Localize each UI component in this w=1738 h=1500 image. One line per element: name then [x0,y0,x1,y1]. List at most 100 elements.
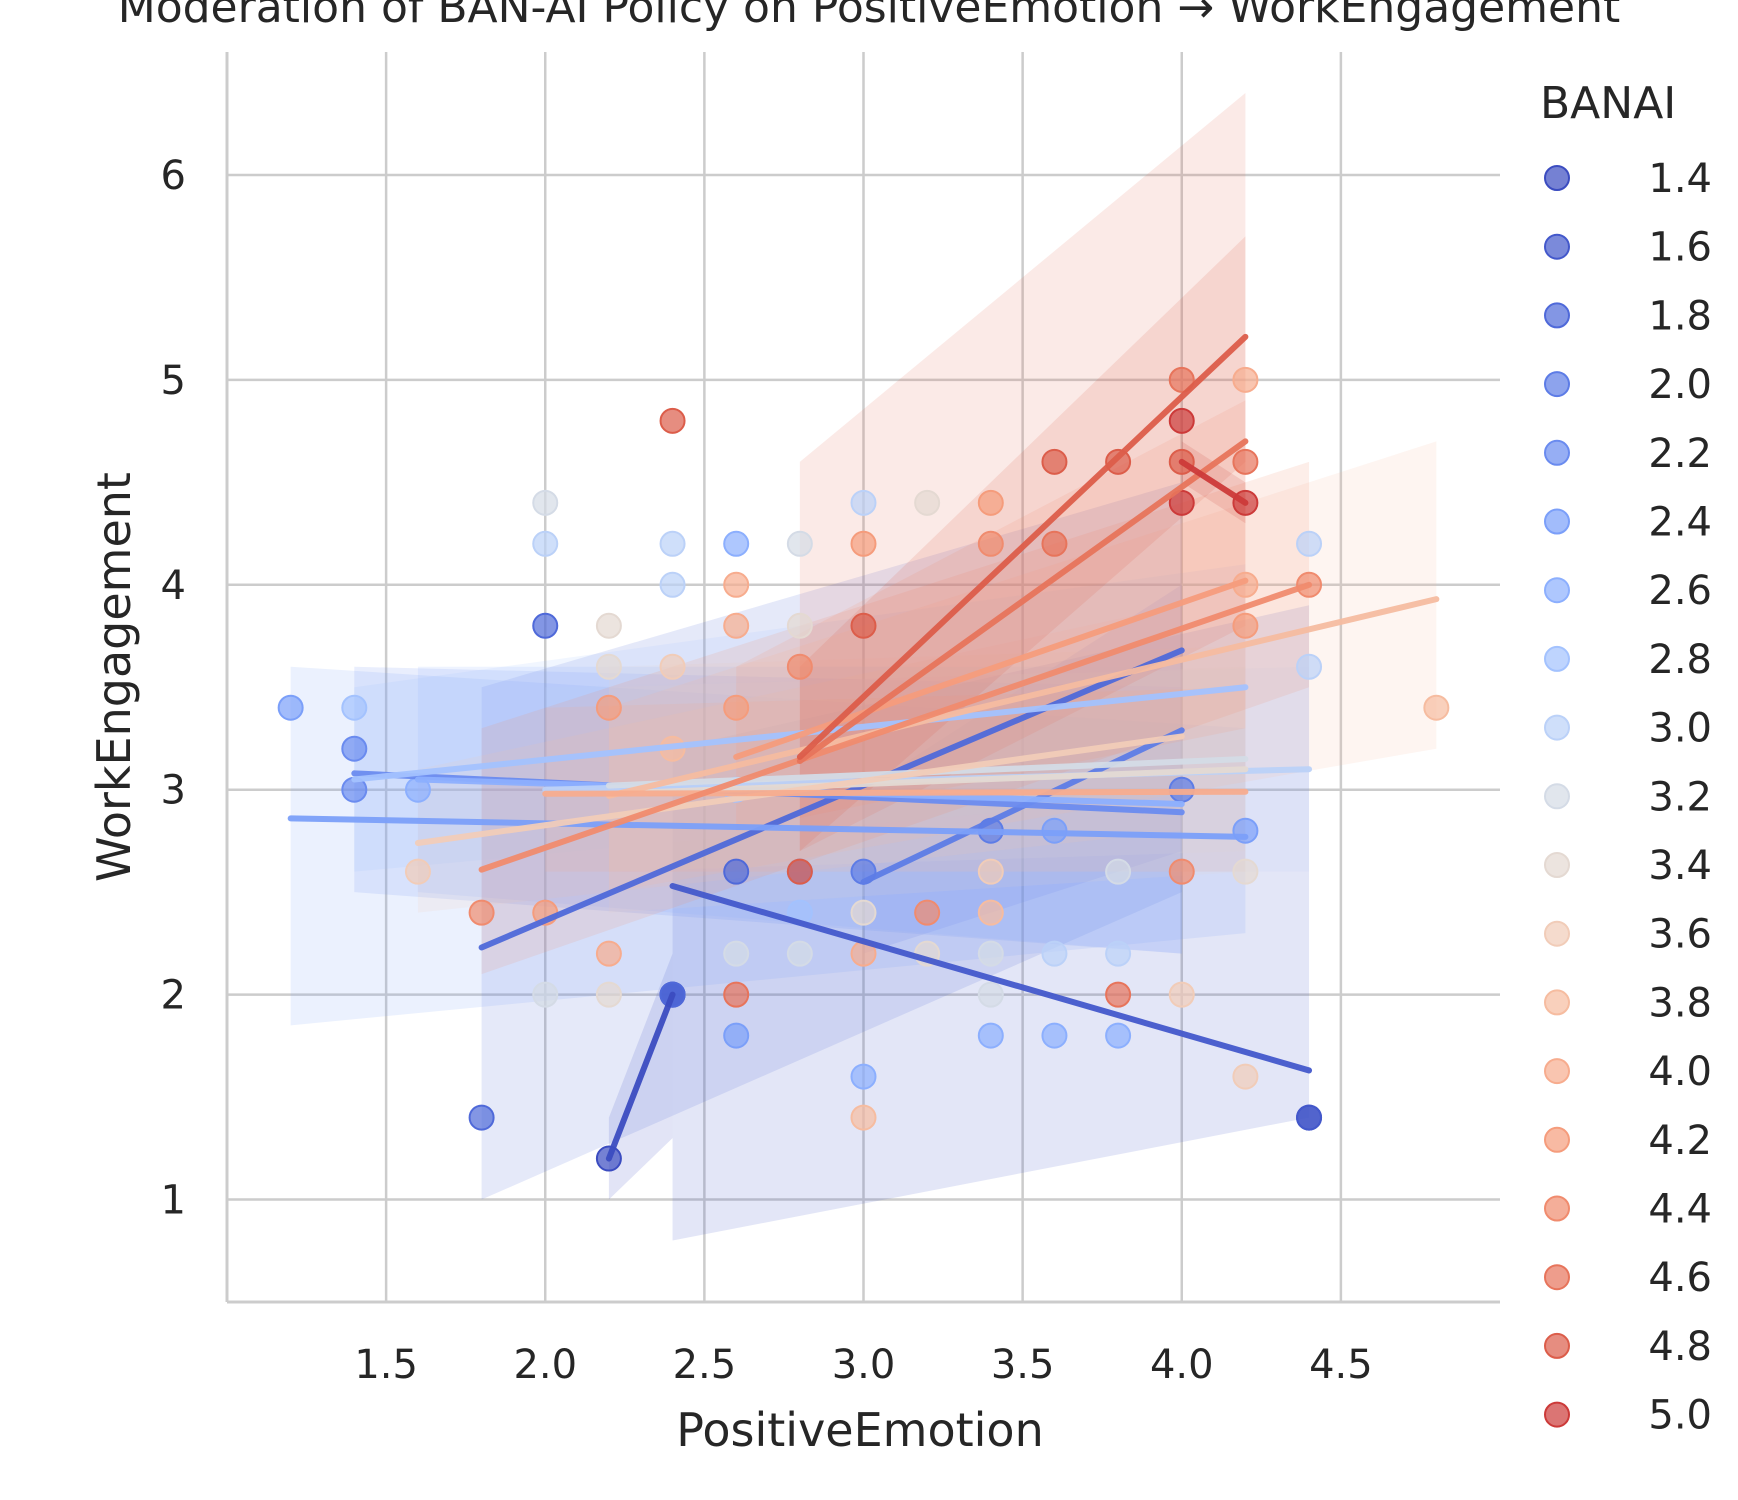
data-point-4.2 [595,694,622,721]
regression-line-4.2 [733,577,1249,760]
data-point-4.4 [468,899,495,926]
data-point-4.0 [723,612,750,639]
data-point-3.2 [532,489,559,516]
x-tick-label: 3.5 [991,1342,1055,1388]
y-axis-label: WorkEngagement [87,472,141,882]
data-point-4.6 [723,981,750,1008]
legend-marker-4.6 [1544,1264,1570,1291]
legend-marker-2.2 [1544,439,1570,466]
data-point-2.6 [723,530,750,557]
data-point-3.0 [659,571,686,598]
data-point-4.4 [786,653,813,680]
data-point-3.6 [659,653,686,680]
legend-marker-2.8 [1544,645,1570,672]
data-point-3.2 [786,940,813,967]
legend-label-1.8: 1.8 [1648,293,1712,339]
legend-marker-3.2 [1544,783,1570,810]
regression-line-4.8 [796,333,1249,760]
data-point-1.6 [1296,1104,1323,1131]
data-point-3.0 [532,530,559,557]
data-point-3.8 [1423,694,1450,721]
data-point-3.4 [786,612,813,639]
x-tick-label: 4.0 [1150,1342,1214,1388]
data-point-4.4 [914,899,941,926]
legend-label-3.8: 3.8 [1648,980,1712,1026]
data-point-3.2 [977,940,1004,967]
legend-label-2.6: 2.6 [1648,568,1712,614]
x-axis-label: PositiveEmotion [676,1403,1043,1457]
data-point-1.8 [532,612,559,639]
data-point-4.8 [659,407,686,434]
data-point-1.8 [468,1104,495,1131]
legend-label-2.4: 2.4 [1648,500,1712,546]
data-point-2.6 [977,1022,1004,1049]
data-point-5.0 [1168,407,1195,434]
legend-marker-5.0 [1544,1401,1570,1428]
regression-line-3.8 [605,596,1440,799]
regression-line-1.4 [605,991,676,1162]
data-point-3.2 [532,981,559,1008]
data-point-2.6 [850,1063,877,1090]
data-point-4.2 [850,530,877,557]
regression-lines [287,333,1440,1162]
legend-label-3.4: 3.4 [1648,843,1712,889]
data-point-4.6 [1232,448,1259,475]
regression-line-4.6 [796,438,1249,765]
data-point-3.4 [914,489,941,516]
regression-line-4.4 [478,581,1313,873]
confidence-band-4.6 [799,92,1246,852]
data-point-3.4 [595,981,622,1008]
legend-label-3.0: 3.0 [1648,706,1712,752]
y-tick-label: 6 [161,153,186,199]
legend-marker-1.8 [1544,302,1570,329]
data-point-3.4 [595,653,622,680]
legend-marker-1.4 [1544,165,1570,191]
data-point-4.2 [723,694,750,721]
data-points [277,366,1450,1172]
legend[interactable]: BANAI 1.4 1.6 1.8 2.0 2.2 2.4 2.6 2.8 3.0 3.2 3.4 3.… [1540,78,1712,1439]
data-point-3.6 [977,858,1004,885]
data-point-4.8 [786,858,813,885]
legend-marker-4.8 [1544,1332,1570,1359]
legend-label-3.6: 3.6 [1648,912,1712,958]
data-point-3.6 [1168,981,1195,1008]
y-tick-label: 1 [161,1178,186,1224]
legend-marker-2.4 [1544,508,1570,535]
data-point-2.6 [1041,1022,1068,1049]
data-point-3.4 [1232,858,1259,885]
data-point-3.0 [1105,940,1132,967]
legend-label-4.0: 4.0 [1648,1049,1712,1095]
data-point-2.6 [1105,1022,1132,1049]
regression-line-1.8 [478,647,1185,951]
data-point-4.0 [1232,366,1259,393]
x-tick-label: 4.5 [1309,1342,1373,1388]
data-point-2.4 [277,694,304,721]
confidence-band-2.4 [290,666,1246,1026]
data-point-2.2 [341,735,368,762]
data-point-3.8 [977,899,1004,926]
legend-label-2.0: 2.0 [1648,362,1712,408]
x-tick-label: 1.5 [354,1342,418,1388]
confidence-band-4.4 [481,461,1310,975]
data-point-4.4 [977,530,1004,557]
data-point-2.4 [723,1022,750,1049]
data-point-4.8 [1041,448,1068,475]
legend-label-2.8: 2.8 [1648,637,1712,683]
regression-line-3.6 [414,733,1185,846]
data-point-4.8 [850,612,877,639]
legend-marker-1.6 [1544,233,1570,260]
data-point-4.2 [977,489,1004,516]
data-point-3.4 [595,612,622,639]
data-point-4.6 [1041,530,1068,557]
grid [227,52,1500,1302]
legend-marker-4.4 [1544,1195,1570,1222]
regression-line-5.0 [1178,458,1249,506]
data-point-4.4 [1168,858,1195,885]
data-point-4.6 [1168,366,1195,393]
regression-line-1.6 [669,883,1313,1074]
data-point-3.2 [977,981,1004,1008]
legend-label-3.2: 3.2 [1648,774,1712,820]
axes: 1.5 2.0 2.5 3.0 3.5 4.0 4.5 1 2 3 4 5 6 PositiveEmoti… [87,52,1500,1457]
data-point-3.8 [850,1104,877,1131]
